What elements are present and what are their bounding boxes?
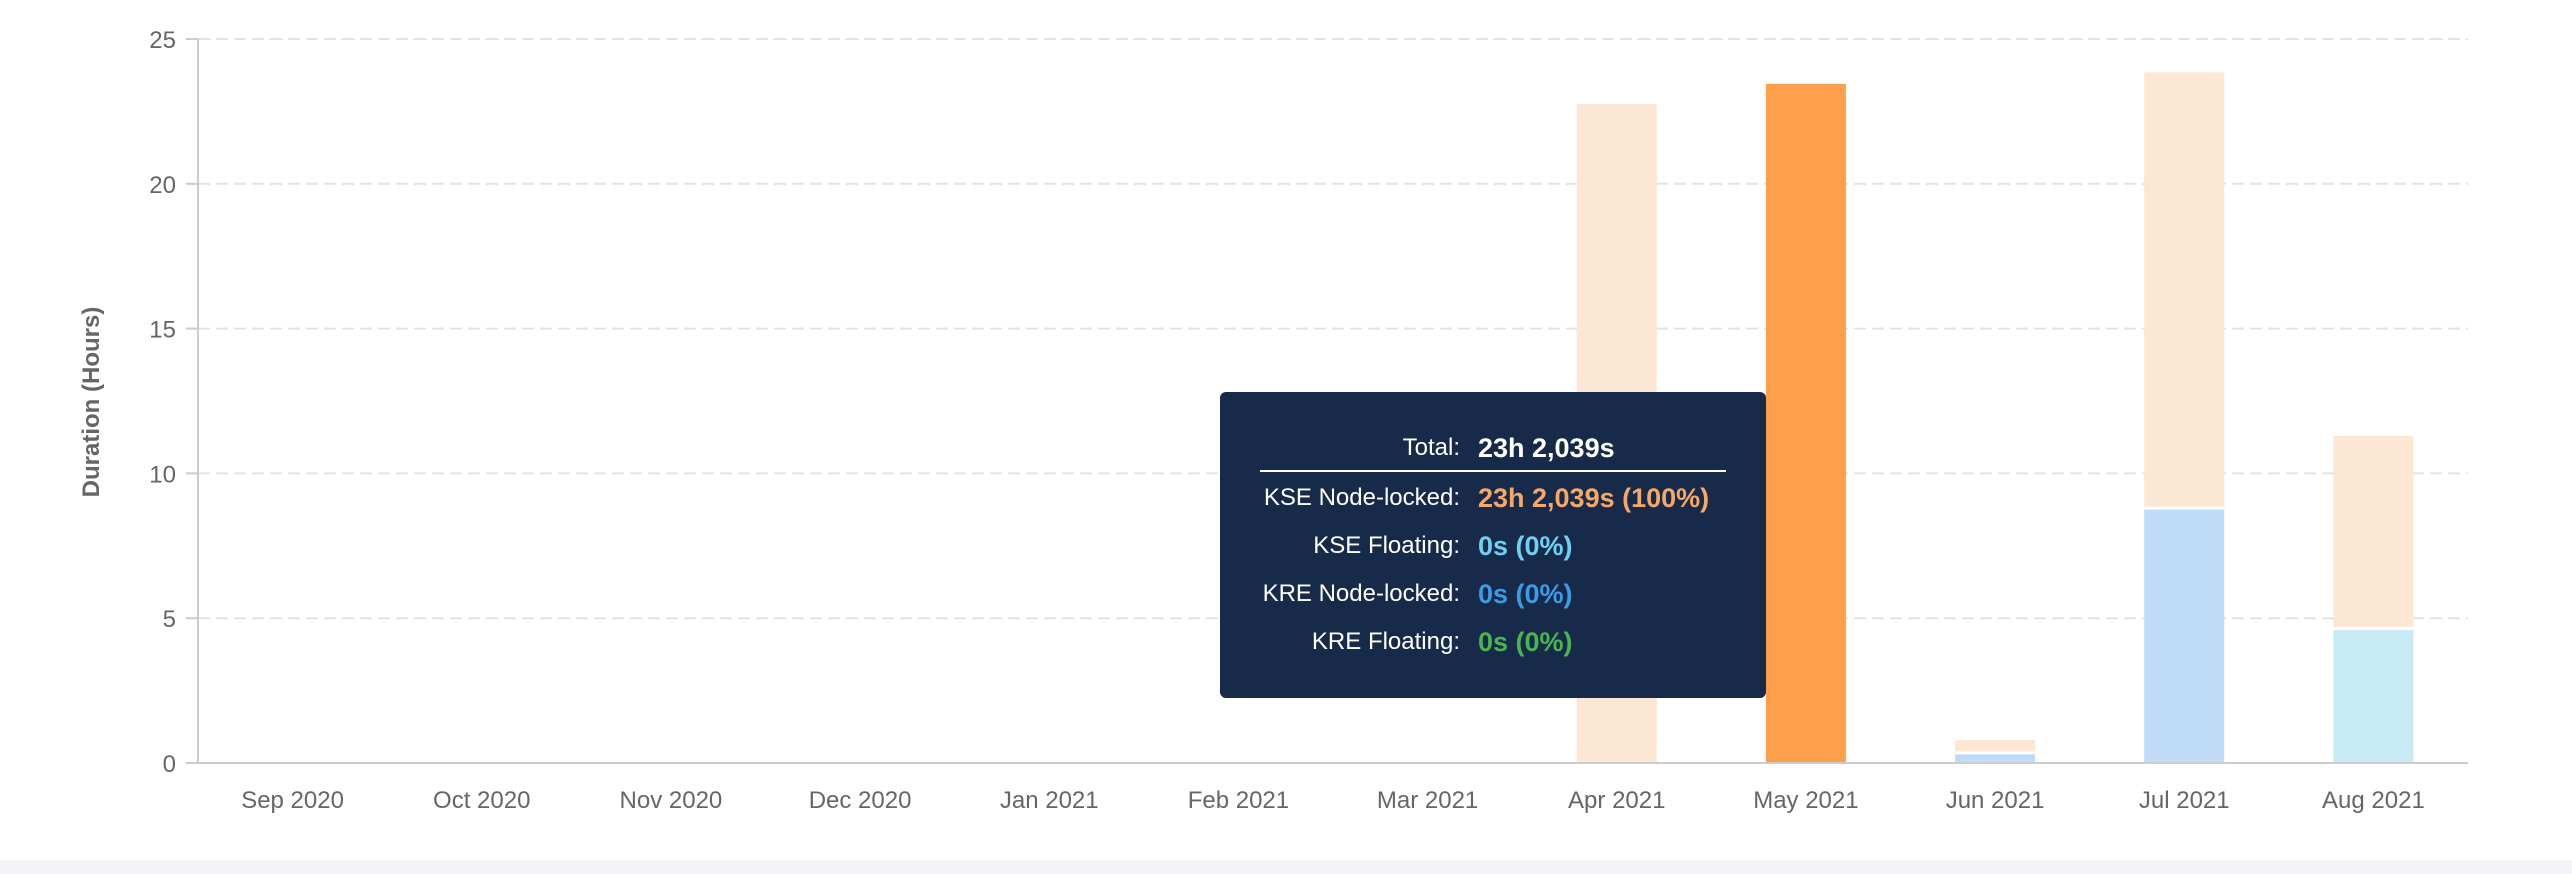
tooltip-divider [1260, 470, 1726, 472]
tooltip-row-kre-node-locked: KRE Node-locked: 0s (0%) [1220, 574, 1766, 614]
tooltip-value: 0s (0%) [1478, 627, 1573, 657]
grid-lines [198, 38, 2468, 620]
x-tick-label: Jun 2021 [1946, 787, 2045, 814]
bar-segment[interactable] [2144, 72, 2225, 509]
x-tick-label: May 2021 [1753, 787, 1858, 814]
tooltip-label: KRE Floating: [1311, 628, 1460, 655]
y-tick-label: 15 [149, 317, 176, 344]
y-tick-labels: 0 5 10 15 20 25 [149, 27, 198, 778]
tooltip-value: 0s (0%) [1478, 531, 1573, 561]
x-tick-label: Nov 2020 [620, 787, 723, 814]
tooltip-row-kse-node-locked: KSE Node-locked: 23h 2,039s (100%) [1220, 478, 1766, 518]
x-tick-label: Jul 2021 [2139, 787, 2230, 814]
bar-segment[interactable] [1955, 752, 2036, 763]
y-tick-label: 20 [149, 172, 176, 199]
bar-segment[interactable] [2333, 628, 2414, 763]
x-tick-label: Oct 2020 [433, 787, 530, 814]
x-tick-labels: Sep 2020 Oct 2020 Nov 2020 Dec 2020 Jan 2021… [241, 787, 2425, 814]
x-tick-label: Feb 2021 [1188, 787, 1289, 814]
tooltip-row-kre-floating: KRE Floating: 0s (0%) [1220, 622, 1766, 662]
bar-segment[interactable] [2333, 435, 2414, 629]
tooltip-value: 23h 2,039s [1478, 433, 1615, 463]
tooltip-label: KSE Node-locked: [1263, 484, 1460, 511]
tooltip-label: KSE Floating: [1313, 532, 1460, 559]
x-tick-label: Sep 2020 [241, 787, 344, 814]
x-tick-label: Apr 2021 [1568, 787, 1665, 814]
bar-segment[interactable] [2144, 508, 2225, 763]
y-tick-label: 0 [163, 751, 176, 778]
tooltip-value: 0s (0%) [1478, 579, 1573, 609]
tooltip-row-total: Total: 23h 2,039s [1220, 428, 1766, 468]
tooltip-label: KRE Node-locked: [1262, 580, 1460, 607]
x-tick-label: Jan 2021 [1000, 787, 1099, 814]
bar-segment[interactable] [1765, 83, 1846, 763]
bar-tooltip: Total: 23h 2,039s KSE Node-locked: 23h 2… [1220, 392, 1766, 698]
tooltip-value: 23h 2,039s (100%) [1478, 483, 1710, 513]
tooltip-row-kse-floating: KSE Floating: 0s (0%) [1220, 526, 1766, 566]
y-tick-label: 10 [149, 461, 176, 488]
x-tick-label: Aug 2021 [2322, 787, 2425, 814]
axes [197, 39, 2468, 764]
y-tick-label: 25 [149, 27, 176, 54]
bar-segment[interactable] [1955, 739, 2036, 753]
y-tick-label: 5 [163, 606, 176, 633]
footer-strip [0, 860, 2572, 874]
tooltip-label: Total: [1402, 434, 1460, 461]
x-tick-label: Mar 2021 [1377, 787, 1478, 814]
y-axis-title: Duration (Hours) [78, 307, 105, 498]
x-tick-label: Dec 2020 [809, 787, 912, 814]
